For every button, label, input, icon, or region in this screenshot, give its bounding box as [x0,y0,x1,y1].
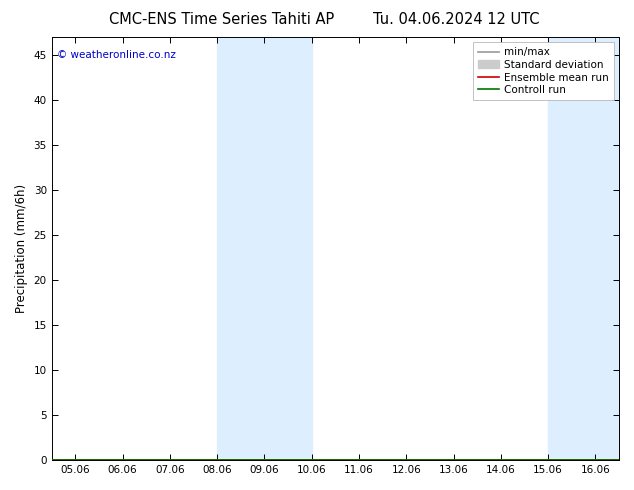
Bar [548,37,619,460]
Text: © weatheronline.co.nz: © weatheronline.co.nz [57,50,176,60]
Y-axis label: Precipitation (mm/6h): Precipitation (mm/6h) [15,184,28,313]
Bar [217,37,312,460]
Text: CMC-ENS Time Series Tahiti AP: CMC-ENS Time Series Tahiti AP [109,12,335,27]
Legend: min/max, Standard deviation, Ensemble mean run, Controll run: min/max, Standard deviation, Ensemble me… [472,42,614,100]
Text: Tu. 04.06.2024 12 UTC: Tu. 04.06.2024 12 UTC [373,12,540,27]
